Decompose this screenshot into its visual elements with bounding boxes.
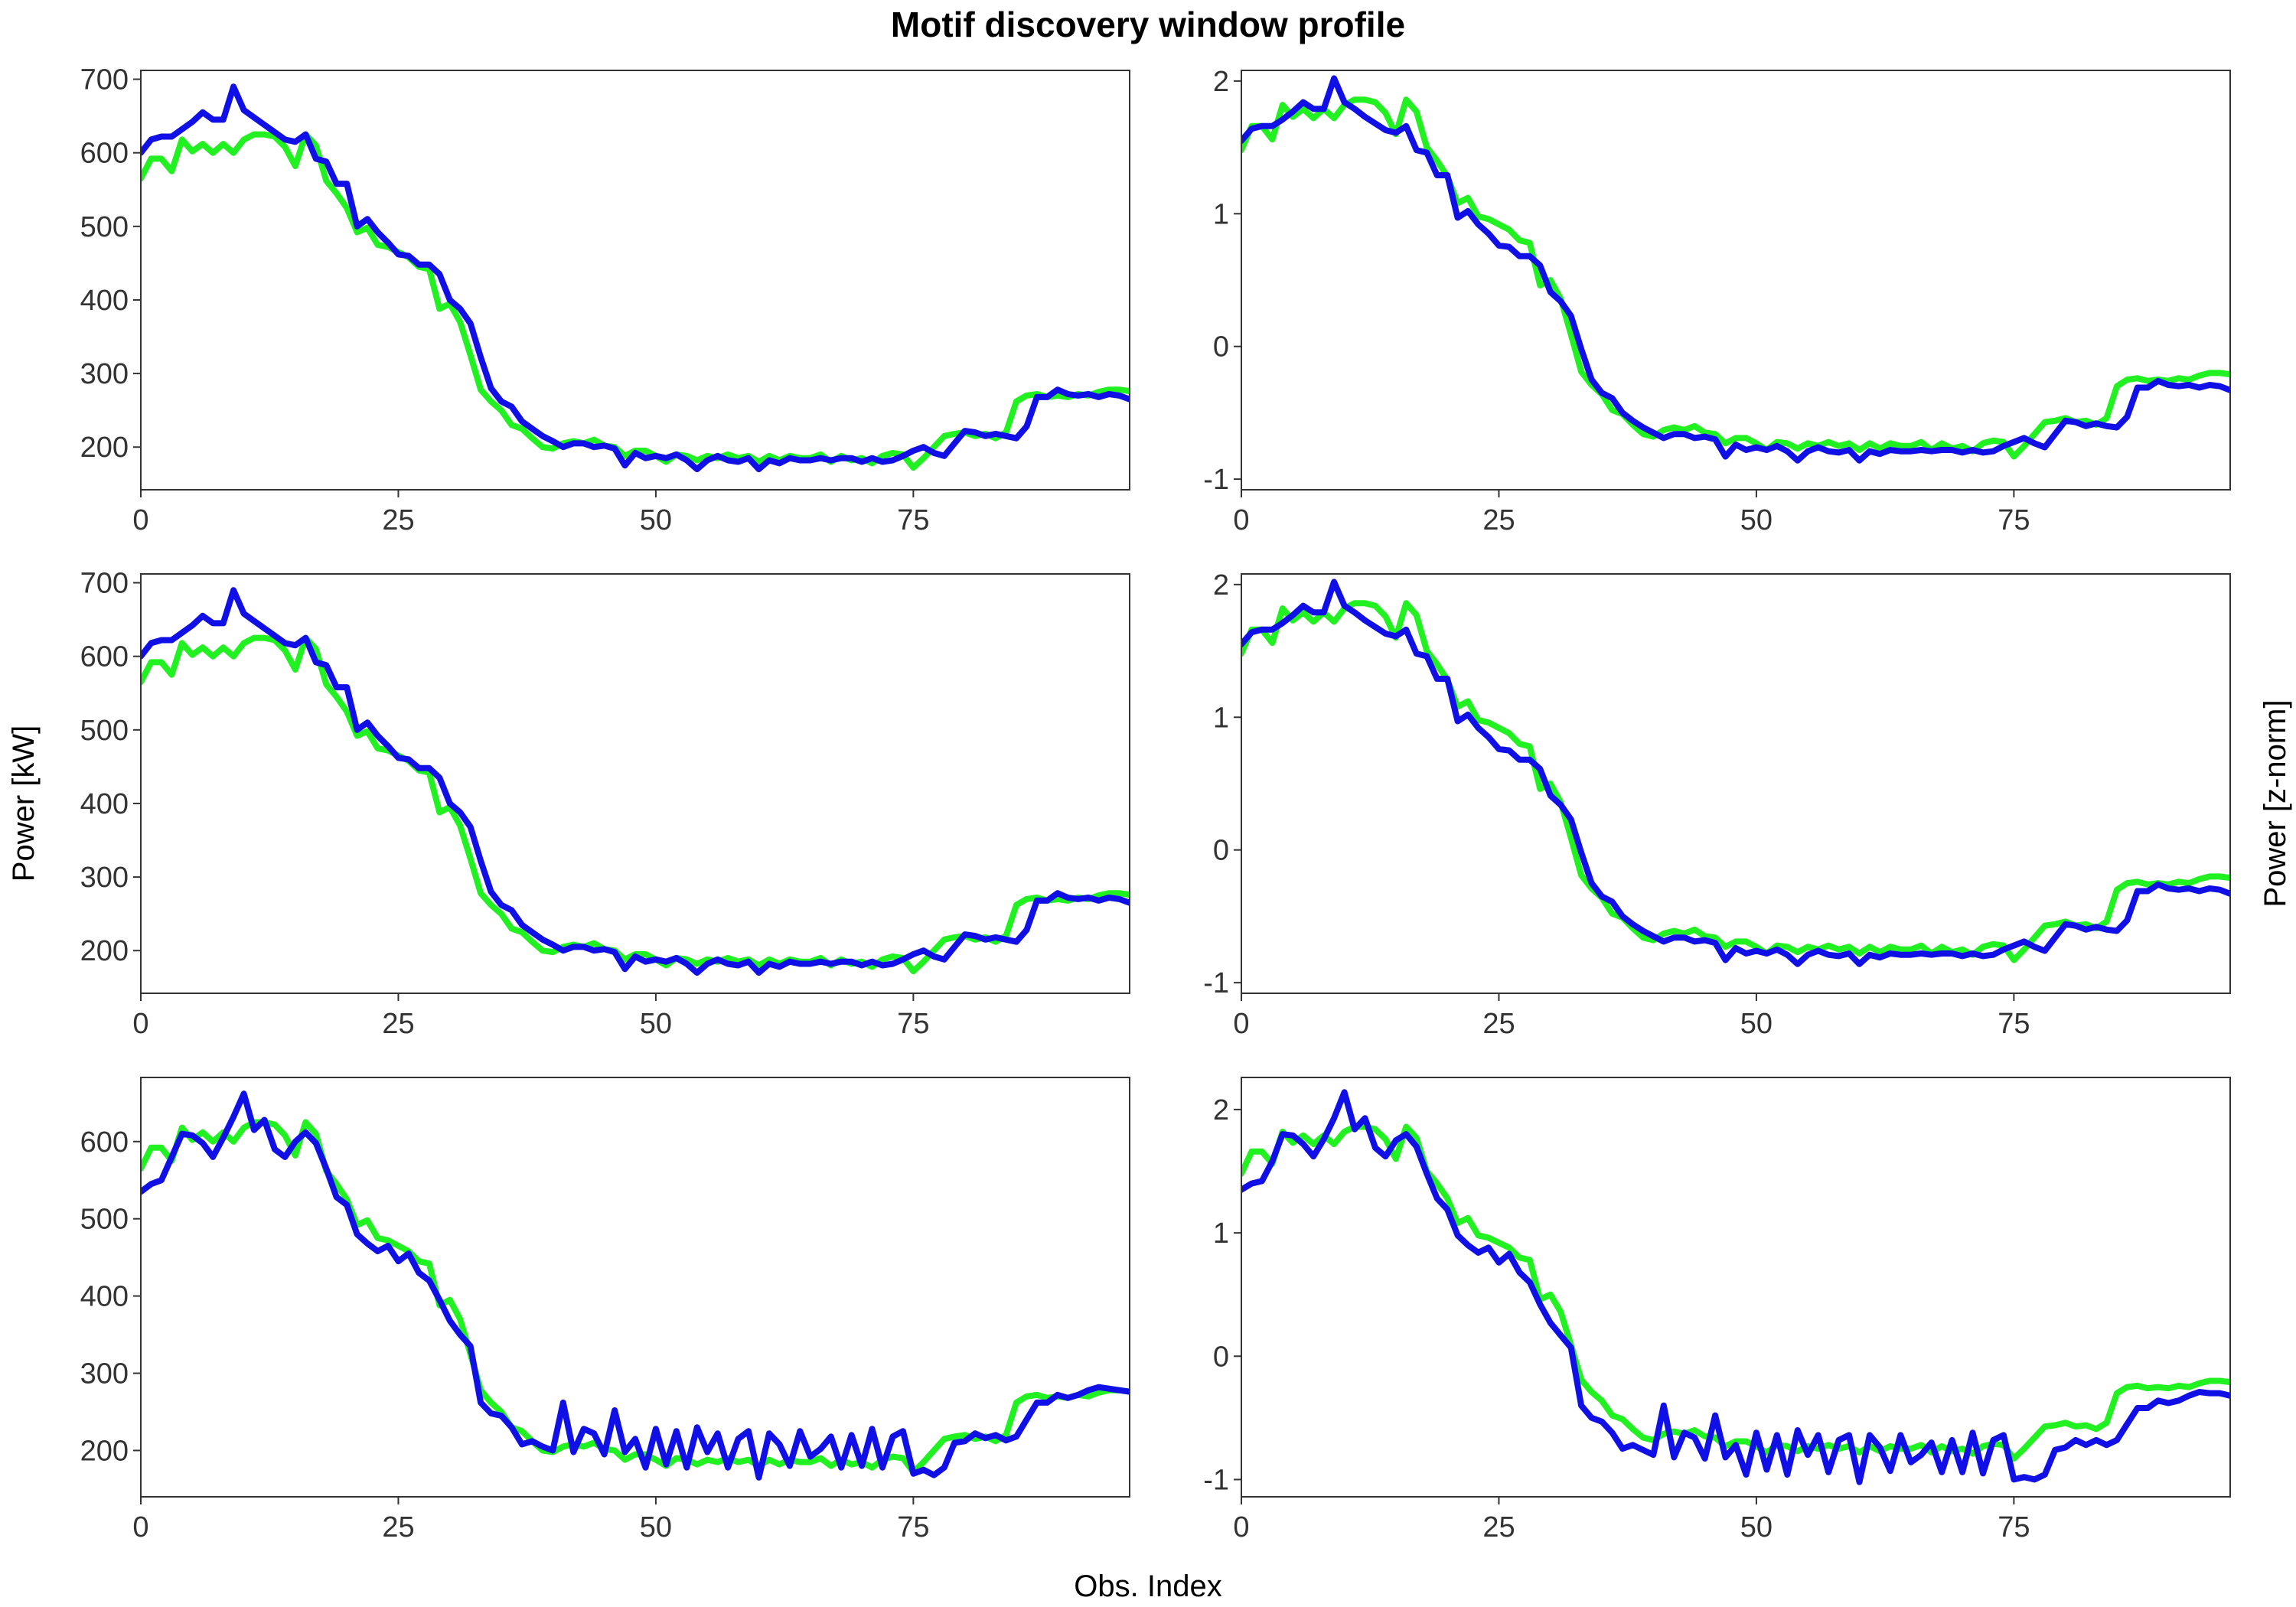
x-tick-label: 25 xyxy=(382,1511,414,1543)
x-tick-label: 50 xyxy=(1740,504,1773,536)
chart-title: Motif discovery window profile xyxy=(891,5,1405,44)
x-tick-label: 0 xyxy=(132,504,148,536)
x-tick-label: 50 xyxy=(1740,1511,1773,1543)
series-line-reference xyxy=(1241,1123,2230,1462)
panel-border xyxy=(140,573,1130,994)
y-tick-label: 500 xyxy=(80,715,129,747)
x-tick-label: 25 xyxy=(382,504,414,536)
series-line-match xyxy=(1241,1089,2230,1485)
x-tick-label: 75 xyxy=(1998,1511,2030,1543)
y-tick-label: 200 xyxy=(80,432,129,464)
y-tick-label: 1 xyxy=(1213,1217,1229,1250)
y-tick-label: 1 xyxy=(1213,702,1229,734)
x-tick-label: 50 xyxy=(640,1511,672,1543)
y-tick-label: 700 xyxy=(80,568,129,600)
y-tick-label: 400 xyxy=(80,1281,129,1313)
x-tick-label: 0 xyxy=(1233,1008,1249,1040)
x-tick-label: 25 xyxy=(1482,1008,1515,1040)
y-tick-label: 400 xyxy=(80,285,129,317)
panel-row1-left: 200 300 400 500 600 700 0 25 50 75 xyxy=(80,64,1130,536)
x-tick-label: 75 xyxy=(1998,1008,2030,1040)
panel-border xyxy=(1241,573,2231,994)
panel-border xyxy=(140,1077,1130,1498)
y-tick-label: 500 xyxy=(80,1204,129,1236)
x-tick-label: 0 xyxy=(132,1008,148,1040)
y-tick-label: 600 xyxy=(80,1126,129,1159)
series-line-match xyxy=(141,1090,1130,1481)
x-axis-title: Obs. Index xyxy=(1074,1570,1221,1603)
x-tick-label: 25 xyxy=(1482,504,1515,536)
x-tick-label: 50 xyxy=(640,1008,672,1040)
series-line-match xyxy=(141,83,1130,473)
x-tick-label: 75 xyxy=(897,1511,929,1543)
x-tick-label: 0 xyxy=(132,1511,148,1543)
y-tick-label: -1 xyxy=(1203,464,1229,496)
x-tick-label: 0 xyxy=(1233,1511,1249,1543)
y-tick-label: 2 xyxy=(1213,66,1229,98)
panel-border xyxy=(1241,1077,2231,1498)
y-tick-label: 300 xyxy=(80,862,129,894)
y-tick-label: 0 xyxy=(1213,835,1229,867)
x-tick-label: 50 xyxy=(640,504,672,536)
panel-row2-left: 200 300 400 500 600 700 0 25 50 75 xyxy=(80,568,1130,1040)
y-tick-label: -1 xyxy=(1203,1464,1229,1496)
y-tick-label: 400 xyxy=(80,788,129,820)
series-line-match xyxy=(1241,75,2230,464)
y-tick-label: 600 xyxy=(80,138,129,170)
y-tick-label: -1 xyxy=(1203,967,1229,999)
y-tick-label: 2 xyxy=(1213,569,1229,601)
x-tick-label: 75 xyxy=(1998,504,2030,536)
y-tick-label: 200 xyxy=(80,1435,129,1467)
x-tick-label: 75 xyxy=(897,1008,929,1040)
series-line-reference xyxy=(141,1119,1130,1475)
panel-border xyxy=(1241,70,2231,491)
y-tick-label: 2 xyxy=(1213,1094,1229,1126)
panel-border xyxy=(140,70,1130,491)
y-tick-label: 0 xyxy=(1213,331,1229,363)
x-tick-label: 25 xyxy=(1482,1511,1515,1543)
y-tick-label: 200 xyxy=(80,935,129,967)
y-tick-label: 700 xyxy=(80,64,129,96)
y-axis-title-right: Power [z-norm] xyxy=(2258,699,2292,907)
y-tick-label: 300 xyxy=(80,1358,129,1390)
series-line-match xyxy=(1241,579,2230,967)
y-tick-label: 300 xyxy=(80,358,129,390)
y-tick-label: 600 xyxy=(80,641,129,673)
y-tick-label: 500 xyxy=(80,211,129,243)
x-tick-label: 75 xyxy=(897,504,929,536)
y-tick-label: 1 xyxy=(1213,198,1229,230)
x-tick-label: 50 xyxy=(1740,1008,1773,1040)
panel-row3-left: 200 300 400 500 600 0 25 50 75 xyxy=(80,1077,1130,1543)
y-tick-label: 0 xyxy=(1213,1341,1229,1373)
y-axis-title-left: Power [kW] xyxy=(7,725,41,882)
series-line-match xyxy=(141,587,1130,976)
x-tick-label: 25 xyxy=(382,1008,414,1040)
x-tick-label: 0 xyxy=(1233,504,1249,536)
